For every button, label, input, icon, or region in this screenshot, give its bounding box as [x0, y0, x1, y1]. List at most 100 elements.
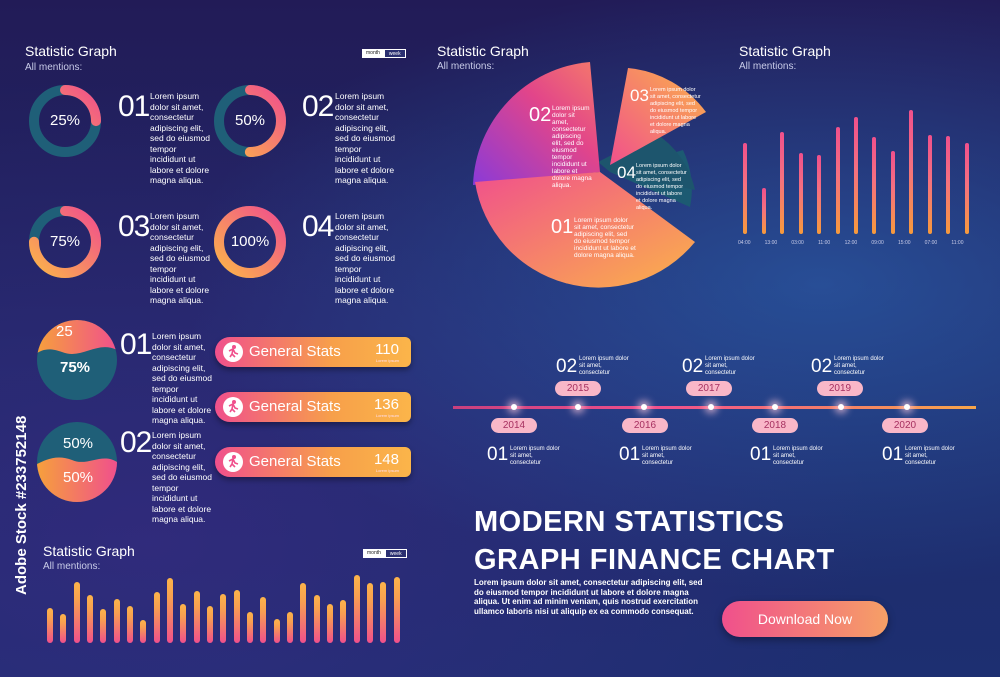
card1-title: Statistic Graph: [25, 43, 117, 59]
donut-4-num: 04: [302, 210, 334, 243]
bottom-bar-6: [113, 598, 120, 643]
timeline-dot: [904, 404, 910, 410]
pie-02-text: Lorem ipsum dolor sit amet, consectetur …: [552, 105, 592, 189]
stat-2-small: Lorem ipsum: [375, 413, 399, 418]
year-badge-2014[interactable]: 2014: [491, 418, 537, 433]
split-2-num: 02: [120, 426, 152, 459]
card1-subtitle: All mentions:: [25, 62, 83, 73]
tl-top-1-num: 02: [556, 356, 578, 377]
timeline-dot: [708, 404, 714, 410]
year-badge-2017[interactable]: 2017: [686, 381, 732, 396]
split-1-num: 01: [120, 328, 152, 361]
pie-03-text: Lorem ipsum dolor sit amet, consectetur …: [650, 87, 701, 135]
tl-top-3-text: Lorem ipsum dolor sit amet, consectetur: [834, 356, 884, 376]
general-stats-1[interactable]: General Stats 110 Lorem ipsum: [215, 337, 411, 367]
bottom-bar-7: [127, 605, 133, 643]
donut-1-num: 01: [118, 90, 150, 123]
toggle-month[interactable]: month: [363, 549, 385, 558]
bottom-bar-11: [180, 603, 187, 643]
side-watermark: Adobe Stock #233752148: [13, 416, 30, 595]
donut-4-text: Lorem ipsum dolor sit amet, consectetur …: [335, 211, 396, 305]
top-bar-11: [927, 134, 932, 234]
timeline-dot: [838, 404, 844, 410]
top-tick-label: 11:00: [951, 240, 964, 246]
top-bar-3: [780, 132, 785, 234]
bottom-bar-3: [73, 581, 80, 643]
stat-1-label: General Stats: [249, 343, 341, 360]
bottom-bar-chart: [45, 575, 405, 643]
split-1-bottom: 75%: [60, 359, 91, 376]
tl-top-2-num: 02: [682, 356, 704, 377]
tl-bot-4-text: Lorem ipsum dolor sit amet, consectetur: [905, 446, 955, 466]
split-2-bottom: 50%: [63, 469, 94, 486]
split-2-text: Lorem ipsum dolor sit amet, consectetur …: [152, 430, 213, 524]
bottom-bar-2: [60, 613, 67, 643]
top-bar-8: [872, 137, 877, 234]
year-badge-2016[interactable]: 2016: [622, 418, 668, 433]
card4-title: Statistic Graph: [739, 43, 831, 59]
top-bar-chart: [736, 110, 976, 234]
card1-toggle[interactable]: month week: [362, 49, 406, 58]
donut-2-pct: 50%: [234, 112, 266, 129]
bottom-bar-4: [87, 595, 93, 643]
top-bar-10: [909, 110, 914, 234]
year-badge-2020[interactable]: 2020: [882, 418, 928, 433]
bottom-bar-13: [207, 605, 213, 643]
bottom-bar-19: [287, 611, 293, 643]
bottom-bar-12: [193, 591, 200, 643]
top-tick-label: 15:00: [898, 240, 911, 246]
top-bar-13: [964, 143, 969, 234]
card2-title: Statistic Graph: [43, 543, 135, 559]
bottom-bar-21: [313, 595, 320, 643]
tl-top-3-num: 02: [811, 356, 833, 377]
timeline-dot: [772, 404, 778, 410]
card3-subtitle: All mentions:: [437, 61, 495, 72]
tl-bot-1-text: Lorem ipsum dolor sit amet, consectetur: [510, 446, 560, 466]
side-watermark-id: #233752148: [13, 415, 30, 500]
top-tick-label: 11:00: [818, 240, 831, 246]
toggle-month[interactable]: month: [362, 49, 384, 58]
runner-icon: [223, 397, 243, 417]
top-tick-label: 04:00: [738, 240, 751, 246]
bottom-bar-17: [260, 597, 267, 643]
pie-03-num: 03: [630, 86, 649, 105]
pie-01-text: Lorem ipsum dolor sit amet, consectetur …: [574, 217, 636, 259]
stat-3-small: Lorem ipsum: [375, 468, 399, 473]
pie-slice-01: [475, 172, 695, 288]
donut-2-num: 02: [302, 90, 334, 123]
card2-subtitle: All mentions:: [43, 561, 101, 572]
pie-04-num: 04: [617, 163, 636, 182]
bottom-bar-16: [247, 612, 253, 643]
runner-icon: [223, 452, 243, 472]
toggle-week[interactable]: week: [383, 49, 406, 58]
donut-1-pct: 25%: [49, 112, 81, 129]
general-stats-2[interactable]: General Stats 136 Lorem ipsum: [215, 392, 411, 422]
year-badge-2019[interactable]: 2019: [817, 381, 863, 396]
top-tick-label: 07:00: [924, 240, 938, 246]
card2-toggle[interactable]: month week: [363, 549, 407, 558]
donut-3-text: Lorem ipsum dolor sit amet, consectetur …: [150, 211, 211, 305]
tl-top-1-text: Lorem ipsum dolor sit amet, consectetur: [579, 356, 629, 376]
download-now-button[interactable]: Download Now: [722, 601, 888, 637]
promo-headline-2: GRAPH FINANCE CHART: [474, 544, 835, 576]
toggle-week[interactable]: week: [384, 549, 407, 558]
year-badge-2018[interactable]: 2018: [752, 418, 798, 433]
top-tick-label: 03:00: [791, 240, 804, 246]
donut-3-pct: 75%: [49, 233, 81, 250]
stat-3-value: 148: [373, 451, 399, 468]
general-stats-3[interactable]: General Stats 148 Lorem ipsum: [215, 447, 411, 477]
stat-2-value: 136: [373, 396, 399, 413]
top-bar-ticks: 04:00 13:00 03:00 11:00 12:00 09:00 15:00 07:00…: [736, 240, 976, 248]
top-bar-9: [890, 150, 895, 234]
bottom-bar-24: [353, 575, 360, 643]
donut-1-text: Lorem ipsum dolor sit amet, consectetur …: [150, 91, 211, 185]
year-badge-2015[interactable]: 2015: [555, 381, 601, 396]
tl-bot-4-num: 01: [882, 444, 904, 465]
bottom-bar-1: [47, 607, 53, 643]
bottom-bar-9: [153, 592, 160, 643]
donut-chart-3: [29, 206, 101, 278]
promo-body: Lorem ipsum dolor sit amet, consectetur …: [474, 578, 703, 616]
timeline-dot: [575, 404, 581, 410]
pie-02-num: 02: [529, 104, 552, 126]
bottom-bar-15: [233, 589, 240, 643]
